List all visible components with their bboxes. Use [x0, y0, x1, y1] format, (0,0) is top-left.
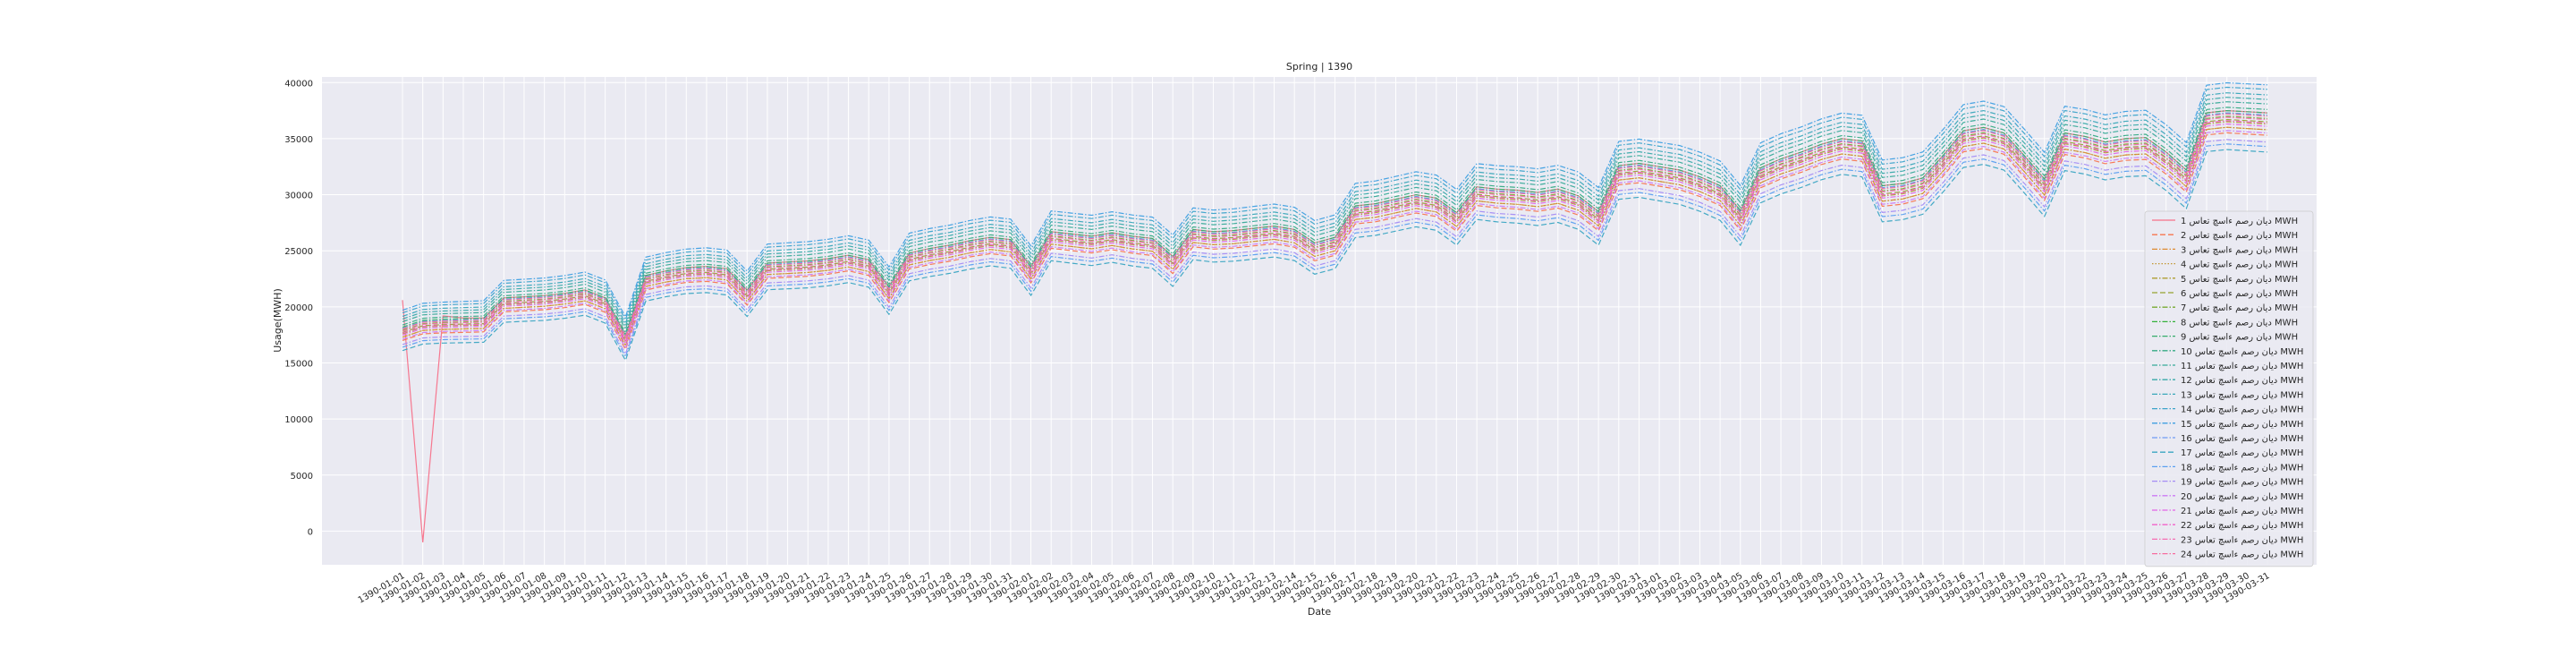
legend-entry: دیان رصم ءاسچ تعاس 10 MWH [2181, 347, 2303, 357]
grid-lines [322, 77, 2317, 565]
legend-box [2144, 210, 2314, 567]
legend-entry: دیان رصم ءاسچ تعاس 19 MWH [2181, 478, 2303, 488]
legend-entry: دیان رصم ءاسچ تعاس 4 MWH [2181, 260, 2298, 270]
y-tick-label: 20000 [284, 303, 313, 313]
y-tick-label: 15000 [284, 359, 313, 369]
legend-entry: دیان رصم ءاسچ تعاس 16 MWH [2181, 434, 2303, 444]
y-tick-labels: 0 5000 10000 15000 20000 25000 30000 35000 40000 [284, 79, 313, 537]
series-line-22 [402, 120, 2268, 343]
y-tick-label: 30000 [284, 192, 313, 201]
series-line-2 [402, 132, 2268, 351]
legend-entry: دیان رصم ءاسچ تعاس 17 MWH [2181, 448, 2303, 458]
x-tick-labels: 1390-01-011390-01-021390-01-031390-01-04… [357, 571, 2272, 606]
series-line-12 [402, 97, 2268, 328]
series-line-11 [402, 101, 2268, 331]
legend-entry: دیان رصم ءاسچ تعاس 5 MWH [2181, 275, 2298, 285]
legend-entry: دیان رصم ءاسچ تعاس 7 MWH [2181, 303, 2298, 313]
y-axis-label: Usage(MWH) [272, 288, 284, 353]
series-line-18 [402, 143, 2268, 358]
series-line-21 [402, 123, 2268, 345]
series-line-5 [402, 121, 2268, 344]
legend-entry: دیان رصم ءاسچ تعاس 23 MWH [2181, 535, 2303, 545]
legend: دیان رصم ءاسچ تعاس 1 MWH دیان رصم ءاسچ تع… [2144, 210, 2314, 567]
chart-title: Spring | 1390 [1286, 61, 1352, 72]
y-tick-label: 5000 [291, 472, 313, 482]
series-line-17 [402, 149, 2268, 362]
series-line-19 [402, 139, 2268, 355]
legend-entry: دیان رصم ءاسچ تعاس 20 MWH [2181, 492, 2303, 502]
series-line-23 [402, 116, 2268, 341]
x-axis-label: Date [1308, 606, 1332, 618]
legend-entry: دیان رصم ءاسچ تعاس 14 MWH [2181, 405, 2303, 415]
legend-entry: دیان رصم ءاسچ تعاس 15 MWH [2181, 420, 2303, 430]
y-tick-label: 10000 [284, 415, 313, 425]
legend-entry: دیان رصم ءاسچ تعاس 12 MWH [2181, 376, 2303, 386]
y-tick-label: 25000 [284, 247, 313, 257]
legend-entry: دیان رصم ءاسچ تعاس 11 MWH [2181, 362, 2303, 371]
legend-entry: دیان رصم ءاسچ تعاس 21 MWH [2181, 507, 2303, 516]
legend-entry: دیان رصم ءاسچ تعاس 22 MWH [2181, 521, 2303, 531]
series-line-16 [402, 112, 2268, 338]
legend-entry: دیان رصم ءاسچ تعاس 9 MWH [2181, 333, 2298, 343]
series-line-10 [402, 107, 2268, 335]
series-line-24 [402, 113, 2268, 339]
legend-entry: دیان رصم ءاسچ تعاس 6 MWH [2181, 289, 2298, 299]
series-line-20 [402, 130, 2268, 350]
legend-entry: دیان رصم ءاسچ تعاس 1 MWH [2181, 217, 2298, 226]
series-line-15 [402, 81, 2268, 319]
legend-entry: دیان رصم ءاسچ تعاس 13 MWH [2181, 390, 2303, 400]
plot-background [322, 77, 2317, 565]
series-line-9 [402, 109, 2268, 337]
series-line-13 [402, 92, 2268, 325]
y-tick-label: 0 [308, 527, 313, 537]
series-line-14 [402, 86, 2268, 321]
series-line-3 [402, 126, 2268, 347]
legend-entry: دیان رصم ءاسچ تعاس 3 MWH [2181, 245, 2298, 255]
y-tick-label: 40000 [284, 79, 313, 89]
legend-entry: دیان رصم ءاسچ تعاس 8 MWH [2181, 318, 2298, 328]
series-lines [402, 81, 2268, 542]
series-line-7 [402, 115, 2268, 340]
legend-entry: دیان رصم ءاسچ تعاس 2 MWH [2181, 231, 2298, 241]
legend-entry: دیان رصم ءاسچ تعاس 24 MWH [2181, 550, 2303, 560]
y-tick-label: 35000 [284, 135, 313, 145]
series-line-6 [402, 118, 2268, 343]
legend-entry: دیان رصم ءاسچ تعاس 18 MWH [2181, 463, 2303, 473]
